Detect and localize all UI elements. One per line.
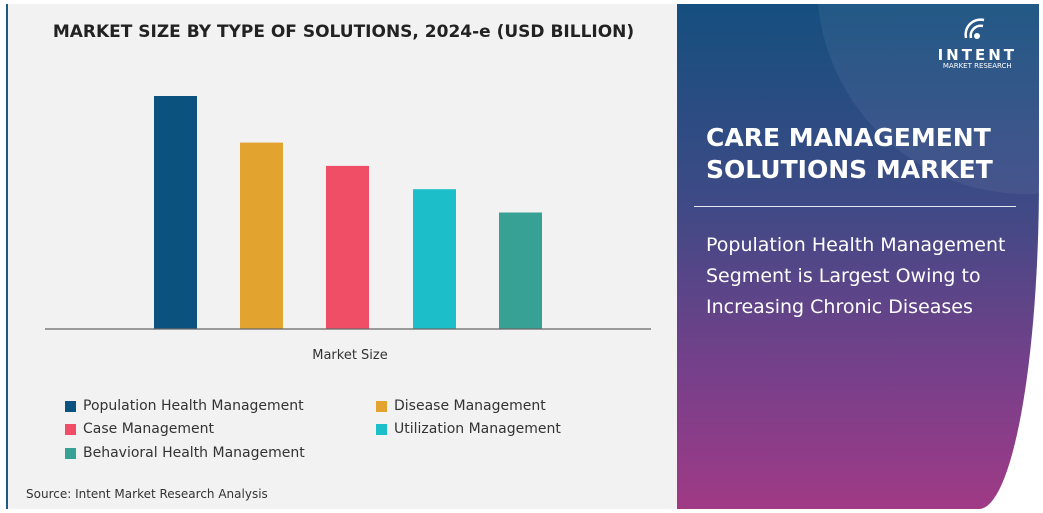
legend-item: Disease Management bbox=[376, 398, 546, 414]
legend-item: Population Health Management bbox=[65, 398, 304, 414]
bar-disease-management bbox=[240, 142, 283, 329]
chart-title: MARKET SIZE BY TYPE OF SOLUTIONS, 2024-e… bbox=[52, 22, 635, 42]
legend-item: Case Management bbox=[65, 421, 214, 437]
legend-swatch bbox=[376, 400, 387, 412]
brand-tagline: MARKET RESEARCH bbox=[942, 62, 1012, 70]
legend-label: Disease Management bbox=[394, 398, 546, 414]
legend-swatch bbox=[65, 423, 76, 435]
bar-utilization-management bbox=[413, 189, 456, 329]
divider bbox=[694, 206, 1016, 207]
signal-icon bbox=[964, 18, 985, 39]
legend-swatch bbox=[376, 423, 387, 435]
legend-swatch bbox=[65, 447, 76, 459]
bar-behavioral-health-management bbox=[499, 212, 542, 329]
legend-label: Population Health Management bbox=[83, 398, 304, 414]
brand-name: INTENT bbox=[937, 46, 1017, 64]
bar-case-management bbox=[326, 165, 369, 329]
legend-item: Utilization Management bbox=[376, 421, 561, 437]
bar-chart bbox=[45, 96, 651, 330]
legend-label: Utilization Management bbox=[394, 421, 561, 437]
logo: INTENT MARKET RESEARCH bbox=[938, 16, 1017, 70]
legend-label: Case Management bbox=[83, 421, 214, 437]
legend-swatch bbox=[65, 400, 76, 412]
info-panel: INTENT MARKET RESEARCH CARE MANAGEMENT S… bbox=[677, 4, 1039, 509]
market-title: CARE MANAGEMENT SOLUTIONS MARKET bbox=[706, 123, 993, 184]
market-subtitle: Population Health Management Segment is … bbox=[706, 234, 1006, 318]
source-note: Source: Intent Market Research Analysis bbox=[26, 487, 268, 501]
x-axis-label: Market Size bbox=[312, 348, 388, 363]
legend-item: Behavioral Health Management bbox=[65, 445, 305, 461]
legend-label: Behavioral Health Management bbox=[83, 445, 305, 461]
chart-panel: MARKET SIZE BY TYPE OF SOLUTIONS, 2024-e… bbox=[6, 4, 679, 509]
bar-population-health-management bbox=[154, 96, 197, 329]
